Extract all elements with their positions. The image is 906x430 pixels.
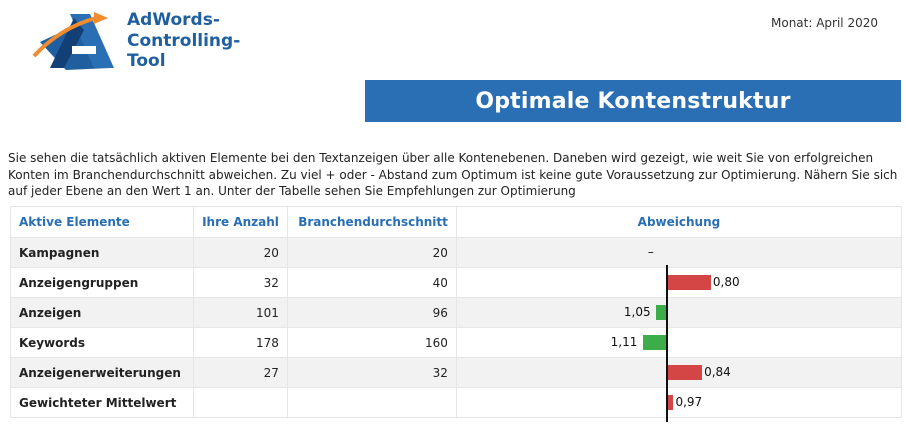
table-row: Anzeigengruppen 32 40 0,80 bbox=[10, 267, 903, 298]
row-deviation: – bbox=[455, 237, 903, 268]
deviation-value-label: 1,05 bbox=[623, 305, 651, 319]
page-title: Optimale Kontenstruktur bbox=[365, 80, 901, 122]
header-your-count: Ihre Anzahl bbox=[192, 206, 288, 238]
row-deviation: 0,97 bbox=[455, 387, 903, 418]
header-deviation: Abweichung bbox=[455, 206, 903, 238]
deviation-bar bbox=[655, 305, 667, 320]
adwords-logo bbox=[32, 12, 114, 70]
row-avg: 160 bbox=[286, 327, 457, 358]
deviation-bar bbox=[666, 365, 703, 380]
table-row: Gewichteter Mittelwert 0,97 bbox=[10, 387, 903, 418]
row-label: Anzeigen bbox=[10, 297, 194, 328]
table-row: Anzeigenerweiterungen 27 32 0,84 bbox=[10, 357, 903, 388]
deviation-label: – bbox=[647, 245, 654, 259]
row-deviation: 1,05 bbox=[455, 297, 903, 328]
deviation-value-label: 0,80 bbox=[712, 275, 740, 289]
row-avg bbox=[286, 387, 457, 418]
deviation-axis-line bbox=[666, 265, 668, 422]
row-label: Anzeigenerweiterungen bbox=[10, 357, 194, 388]
row-avg: 20 bbox=[286, 237, 457, 268]
row-count: 20 bbox=[192, 237, 288, 268]
header-elements: Aktive Elemente bbox=[10, 206, 194, 238]
deviation-bar bbox=[666, 395, 674, 410]
row-label: Anzeigengruppen bbox=[10, 267, 194, 298]
structure-table: Aktive Elemente Ihre Anzahl Branchendurc… bbox=[10, 206, 903, 418]
table-row: Anzeigen 101 96 1,05 bbox=[10, 297, 903, 328]
row-deviation: 0,80 bbox=[455, 267, 903, 298]
row-label: Kampagnen bbox=[10, 237, 194, 268]
row-avg: 40 bbox=[286, 267, 457, 298]
logo-line-2: Controlling- bbox=[127, 30, 241, 51]
logo-line-1: AdWords- bbox=[127, 10, 220, 30]
deviation-value-label: 1,11 bbox=[610, 335, 638, 349]
deviation-bar bbox=[642, 335, 667, 350]
row-label: Keywords bbox=[10, 327, 194, 358]
logo-text: AdWords- Controlling- Tool bbox=[127, 10, 240, 72]
table-row: Kampagnen 20 20 – bbox=[10, 237, 903, 268]
row-deviation: 1,11 bbox=[455, 327, 903, 358]
row-avg: 96 bbox=[286, 297, 457, 328]
row-avg: 32 bbox=[286, 357, 457, 388]
row-deviation: 0,84 bbox=[455, 357, 903, 388]
logo-line-3: Tool bbox=[127, 51, 166, 71]
row-count bbox=[192, 387, 288, 418]
row-count: 27 bbox=[192, 357, 288, 388]
header-industry-avg: Branchendurchschnitt bbox=[286, 206, 457, 238]
deviation-value-label: 0,84 bbox=[704, 365, 731, 379]
row-count: 178 bbox=[192, 327, 288, 358]
report-month: Monat: April 2020 bbox=[771, 16, 878, 30]
row-count: 32 bbox=[192, 267, 288, 298]
table-header-row: Aktive Elemente Ihre Anzahl Branchendurc… bbox=[10, 206, 903, 238]
deviation-value-label: 0,97 bbox=[675, 395, 703, 409]
row-count: 101 bbox=[192, 297, 288, 328]
intro-text: Sie sehen die tatsächlich aktiven Elemen… bbox=[8, 151, 898, 198]
row-label: Gewichteter Mittelwert bbox=[10, 387, 194, 418]
table-row: Keywords 178 160 1,11 bbox=[10, 327, 903, 358]
deviation-bar bbox=[666, 275, 711, 290]
